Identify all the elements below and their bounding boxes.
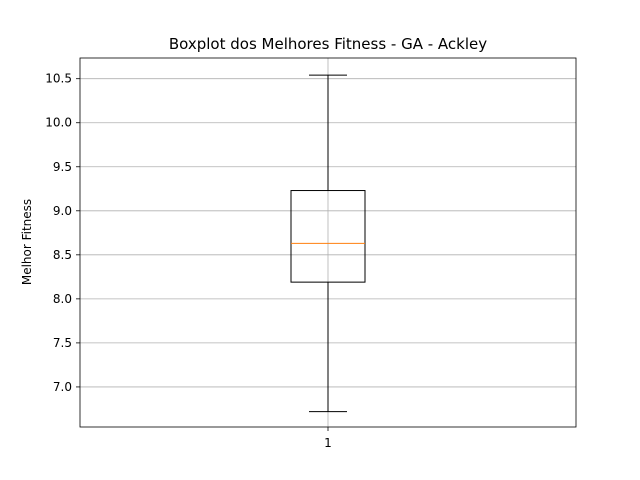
- y-tick-label-9.0: 9.0: [53, 204, 72, 218]
- y-tick-label-10.0: 10.0: [45, 116, 72, 130]
- y-axis-label: Melhor Fitness: [20, 199, 34, 285]
- y-tick-label-7.5: 7.5: [53, 336, 72, 350]
- y-tick-label-8.5: 8.5: [53, 248, 72, 262]
- axes: 7.0 7.5 8.0 8.5 9.0 9.5 10.0 10.5 1: [45, 57, 577, 450]
- y-tick-label-7.0: 7.0: [53, 380, 72, 394]
- x-tick-label-1: 1: [324, 436, 332, 450]
- y-tick-label-10.5: 10.5: [45, 72, 72, 86]
- box-layer: [290, 74, 366, 413]
- y-tick-label-9.5: 9.5: [53, 160, 72, 174]
- y-tick-label-8.0: 8.0: [53, 292, 72, 306]
- box-1-iqr-box: [290, 190, 366, 283]
- chart-title: Boxplot dos Melhores Fitness - GA - Ackl…: [169, 35, 487, 53]
